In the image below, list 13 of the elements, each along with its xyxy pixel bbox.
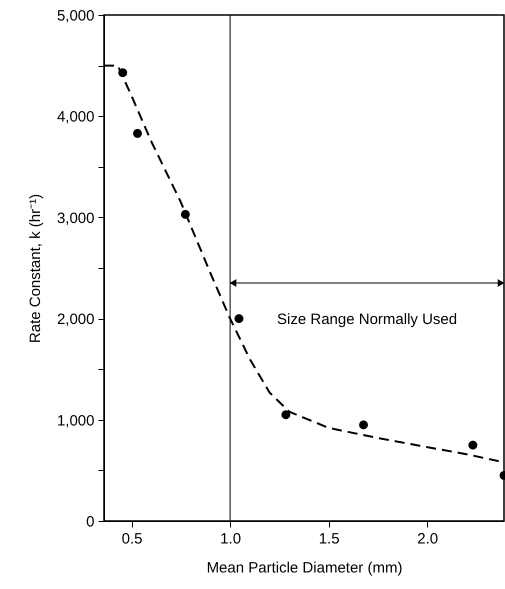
y-tick-label: 4,000 [56,108,94,126]
y-tick-label: 1,000 [56,412,94,430]
y-tick-label: 2,000 [56,311,94,328]
x-tick-label: 1.0 [220,530,242,548]
x-tick-label: 2.0 [417,530,438,548]
x-tick-label: 1.5 [318,530,340,548]
y-axis-title: Rate Constant, k (hr⁻¹) [26,194,44,344]
x-tick-label: 0.5 [122,530,143,548]
x-axis-title: Mean Particle Diameter (mm) [206,560,402,576]
y-tick-label: 0 [86,514,94,530]
y-tick-label: 5,000 [56,8,94,24]
annotation: Size Range Normally Used [277,311,458,328]
y-tick-label: 3,000 [56,210,94,227]
